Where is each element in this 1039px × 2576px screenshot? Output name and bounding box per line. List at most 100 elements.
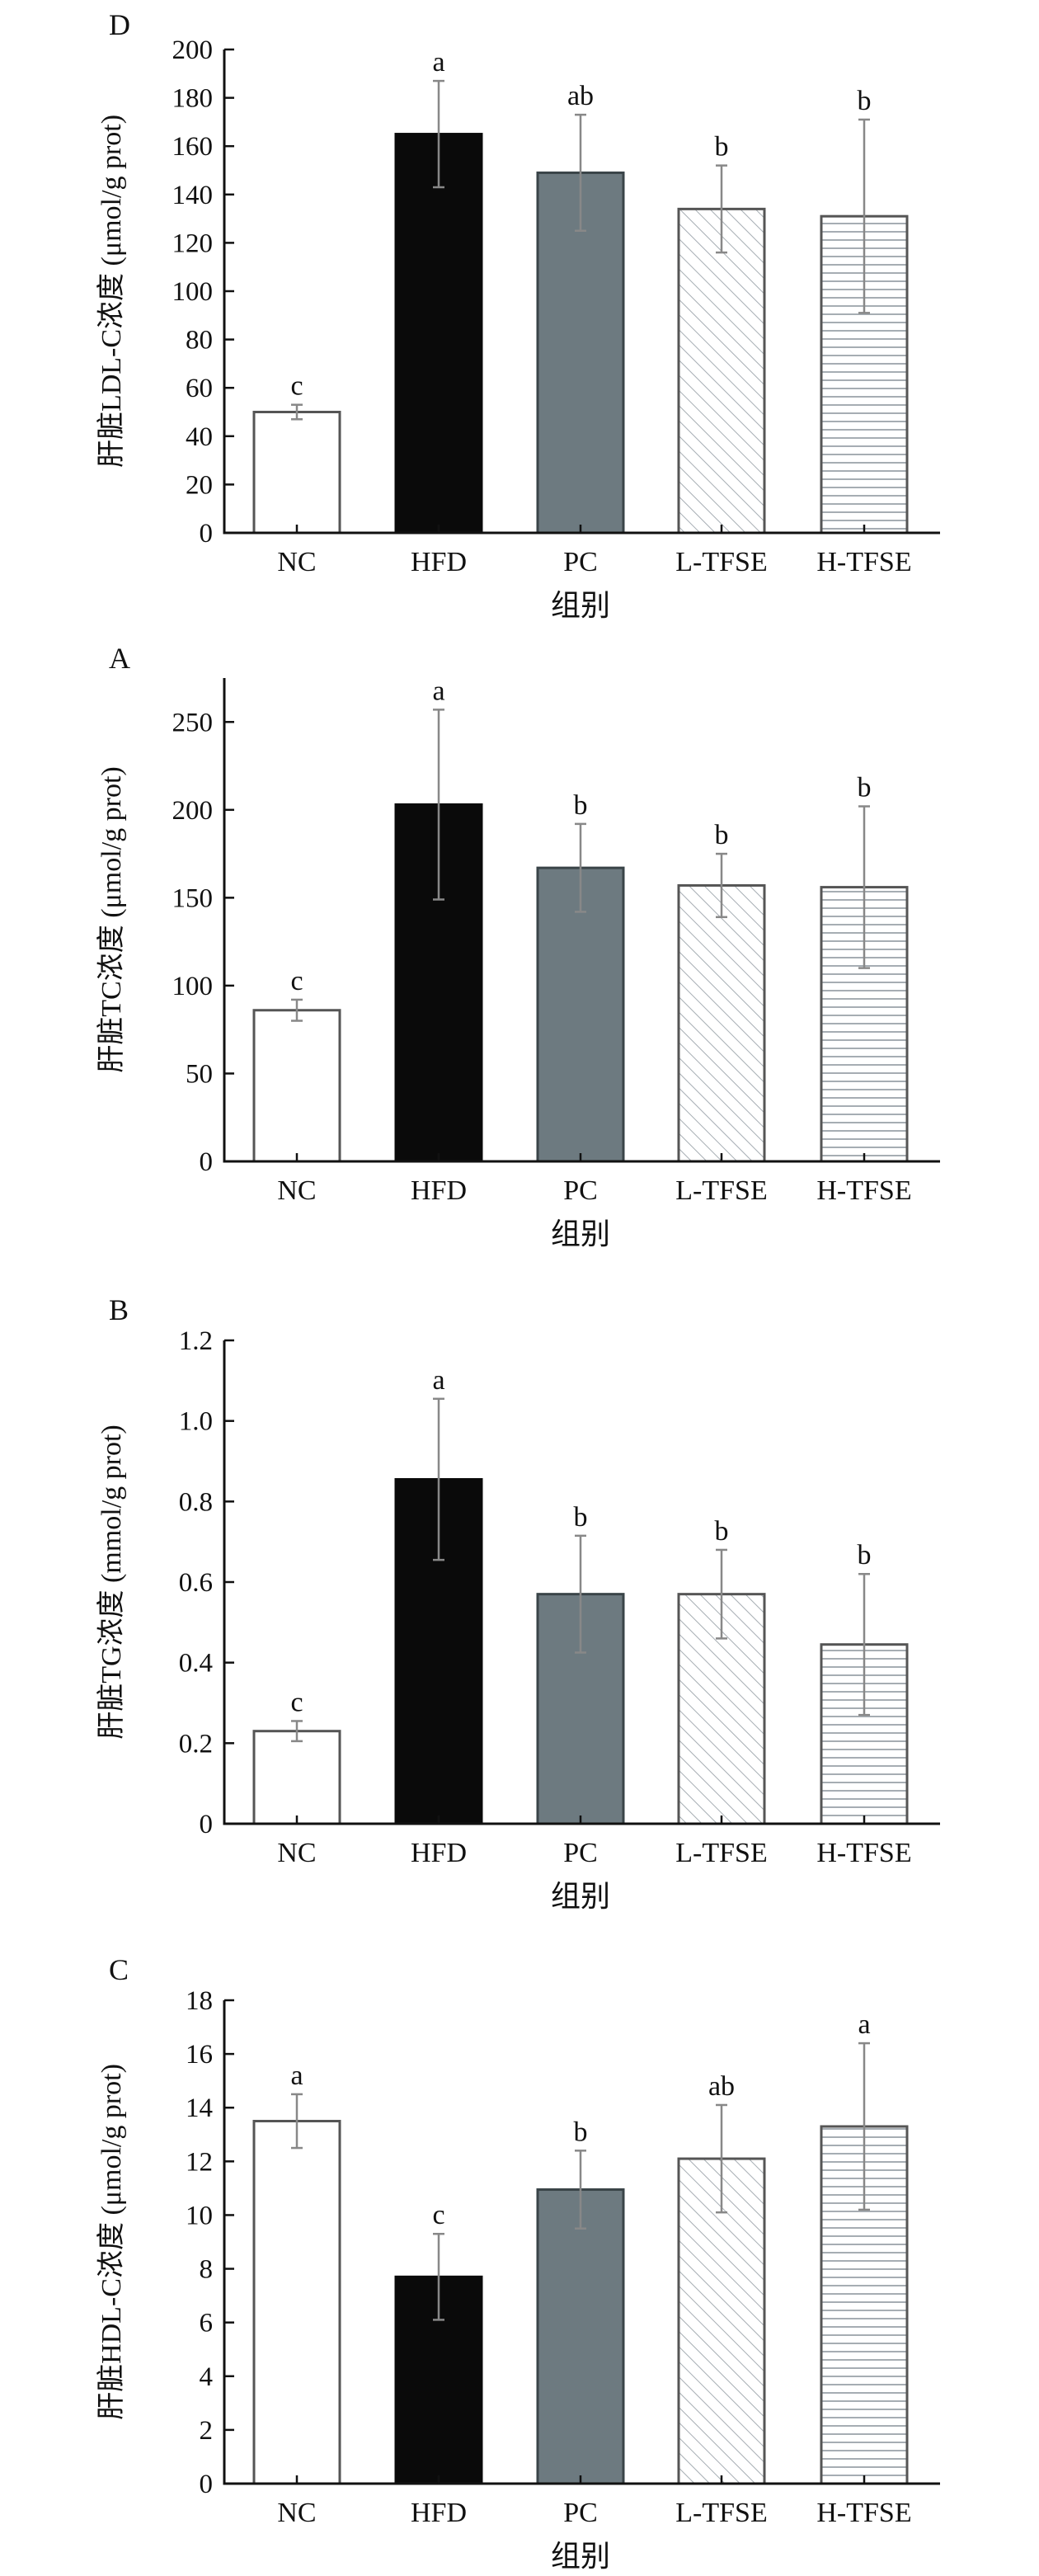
y-tick-label: 160 — [172, 132, 214, 162]
y-axis-title: 肝脏LDL-C浓度 (μmol/g prot) — [96, 115, 127, 468]
x-tick-label: NC — [277, 547, 316, 577]
y-tick-label: 0 — [200, 2470, 214, 2499]
y-axis-title: 肝脏HDL-C浓度 (μmol/g prot) — [96, 2064, 127, 2420]
y-tick-label: 10 — [186, 2201, 213, 2230]
chart-panel-B: Bc a b b b 0 0.2 0.4 0.6 0.8 1.0 1.2 NC HFD PC L-TFSE H-… — [96, 1293, 940, 1913]
x-tick-label: L-TFSE — [675, 1838, 767, 1868]
y-axis-title: 肝脏TG浓度 (mmol/g prot) — [96, 1425, 127, 1740]
x-tick-label: PC — [563, 2498, 598, 2528]
y-tick-label: 1.2 — [179, 1326, 213, 1356]
panel-letter: C — [109, 1953, 129, 1986]
y-tick-label: 0 — [200, 519, 214, 549]
y-tick-label: 0.6 — [179, 1568, 213, 1598]
y-tick-label: 60 — [186, 374, 213, 403]
error-bar-HFD — [433, 79, 444, 189]
error-bar-NC — [291, 1720, 303, 1743]
significance-label-PC: b — [574, 790, 588, 821]
error-bar-H-TFSE — [858, 1572, 870, 1717]
significance-label-H-TFSE: b — [858, 773, 872, 803]
y-tick-label: 150 — [172, 883, 214, 913]
x-tick-label: NC — [277, 1175, 316, 1206]
significance-label-H-TFSE: b — [858, 1540, 872, 1571]
y-tick-label: 140 — [172, 181, 214, 210]
significance-label-HFD: a — [432, 676, 444, 706]
significance-label-NC: c — [290, 966, 303, 996]
x-axis-title: 组别 — [551, 1880, 610, 1913]
bar-PC — [536, 866, 625, 1163]
x-tick-label: H-TFSE — [816, 547, 911, 577]
significance-label-PC: b — [574, 2117, 588, 2147]
x-axis-title: 组别 — [551, 589, 610, 622]
x-axis-title: 组别 — [551, 2540, 610, 2573]
error-bar-PC — [575, 113, 586, 232]
error-bar-L-TFSE — [716, 1548, 727, 1640]
bar-NC — [252, 1009, 341, 1163]
error-bar-HFD — [433, 1397, 444, 1561]
y-tick-label: 0.2 — [179, 1729, 213, 1759]
significance-label-NC: c — [290, 371, 303, 402]
significance-label-H-TFSE: a — [858, 2009, 870, 2040]
significance-label-NC: c — [290, 1687, 303, 1717]
x-tick-label: PC — [563, 1838, 598, 1868]
y-tick-label: 1.0 — [179, 1407, 213, 1437]
x-tick-label: HFD — [411, 2498, 467, 2528]
x-tick-label: L-TFSE — [675, 1175, 767, 1206]
x-tick-label: NC — [277, 2498, 316, 2528]
error-bar-PC — [575, 1534, 586, 1654]
x-tick-label: NC — [277, 1838, 316, 1868]
y-tick-label: 80 — [186, 326, 213, 356]
significance-label-PC: b — [574, 1502, 588, 1533]
x-tick-label: H-TFSE — [816, 2498, 911, 2528]
y-axis-title: 肝脏TC浓度 (μmol/g prot) — [96, 766, 127, 1072]
bar-L-TFSE — [677, 883, 766, 1163]
y-tick-label: 20 — [186, 470, 213, 500]
y-tick-label: 200 — [172, 35, 214, 65]
error-bar-PC — [575, 2150, 586, 2230]
bar-NC — [252, 2120, 341, 2485]
panel-letter: A — [109, 642, 130, 675]
y-tick-label: 0 — [200, 1810, 214, 1839]
chart-panel-A: Ac a b b b 0 50 100 150 200 250 NC HFD PC L-TFSE H-TFSE… — [96, 642, 940, 1250]
x-tick-label: PC — [563, 547, 598, 577]
error-bar-NC — [291, 998, 303, 1022]
error-bar-NC — [291, 2093, 303, 2150]
error-bar-NC — [291, 403, 303, 421]
bar-L-TFSE — [677, 1593, 766, 1825]
significance-label-L-TFSE: b — [715, 1516, 729, 1547]
x-axis-title: 组别 — [551, 1217, 610, 1250]
chart-panel-C: Ca c b ab a 0 2 4 6 8 10 12 14 16 18 NC HFD PC L-TFSE H-TFS… — [96, 1953, 940, 2573]
panel-letter: B — [109, 1293, 129, 1326]
y-tick-label: 18 — [186, 1986, 213, 2016]
x-tick-label: L-TFSE — [675, 547, 767, 577]
y-tick-label: 2 — [200, 2416, 214, 2446]
x-tick-label: HFD — [411, 1838, 467, 1868]
y-tick-label: 8 — [200, 2255, 214, 2285]
significance-label-HFD: c — [432, 2200, 444, 2230]
bar-NC — [252, 411, 341, 535]
significance-label-H-TFSE: b — [858, 86, 872, 116]
y-tick-label: 0 — [200, 1147, 214, 1177]
x-tick-label: H-TFSE — [816, 1175, 911, 1206]
error-bar-H-TFSE — [858, 118, 870, 314]
y-tick-label: 6 — [200, 2309, 214, 2338]
y-tick-label: 120 — [172, 228, 214, 258]
y-tick-label: 12 — [186, 2147, 213, 2177]
error-bar-L-TFSE — [716, 852, 727, 919]
significance-label-L-TFSE: ab — [708, 2071, 735, 2102]
y-tick-label: 4 — [200, 2362, 214, 2392]
significance-label-NC: a — [290, 2060, 303, 2091]
bar-PC — [536, 2188, 625, 2485]
error-bar-L-TFSE — [716, 2103, 727, 2214]
x-tick-label: PC — [563, 1175, 598, 1206]
y-tick-label: 40 — [186, 422, 213, 452]
error-bar-HFD — [433, 2232, 444, 2321]
error-bar-PC — [575, 822, 586, 913]
y-tick-label: 16 — [186, 2040, 213, 2070]
bar-L-TFSE — [677, 207, 766, 535]
error-bar-H-TFSE — [858, 2041, 870, 2211]
bar-NC — [252, 1730, 341, 1825]
y-tick-label: 50 — [186, 1059, 213, 1089]
y-tick-label: 0.8 — [179, 1487, 213, 1517]
y-tick-label: 200 — [172, 796, 214, 826]
